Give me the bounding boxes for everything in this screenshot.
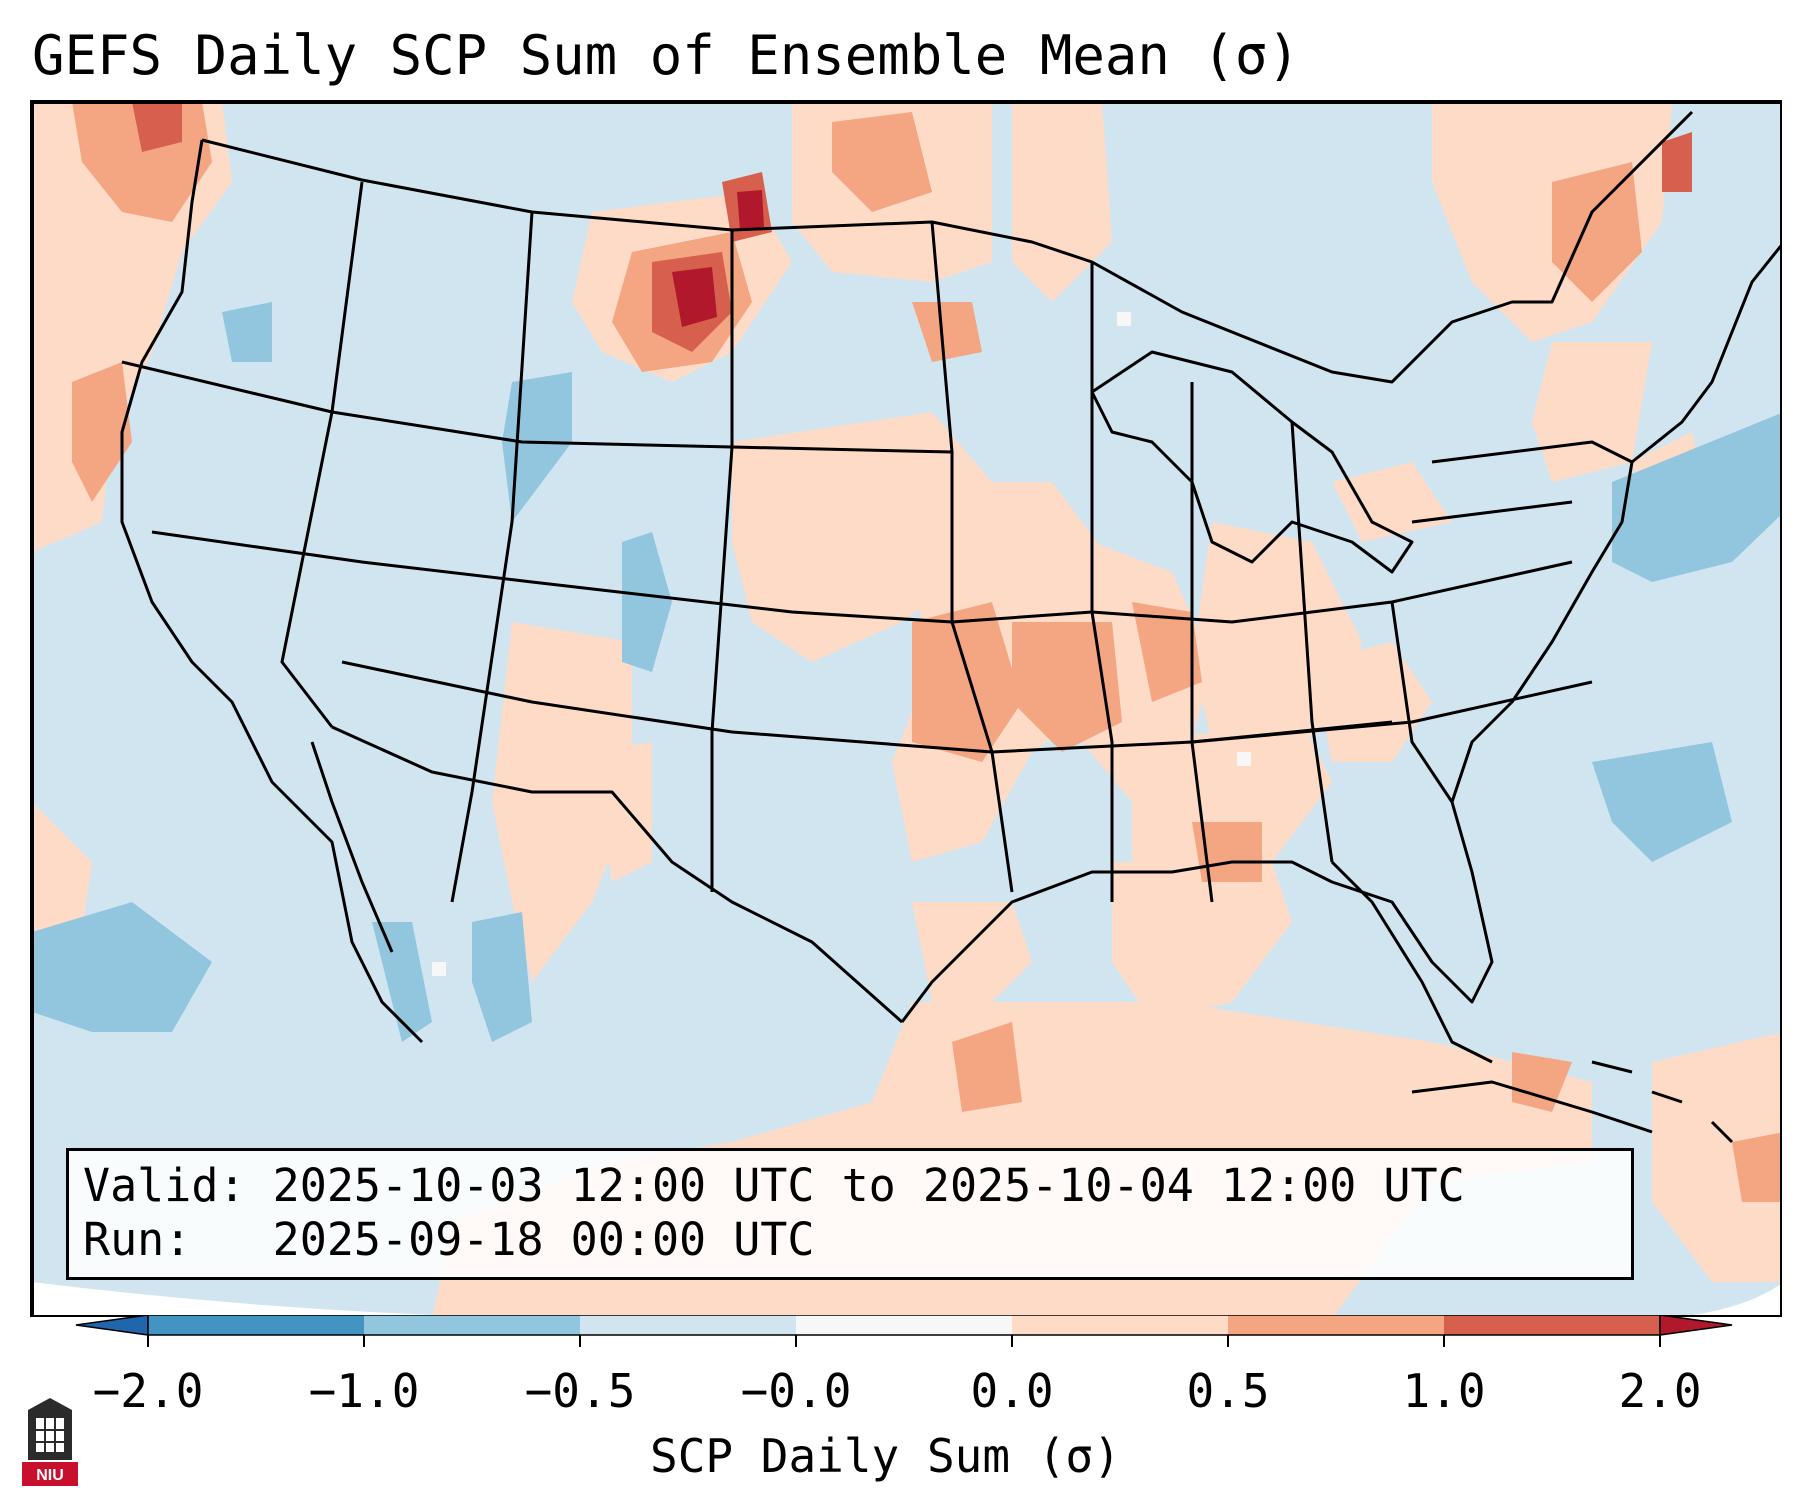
state-line-v4: [930, 221, 1014, 893]
scp-field-map: [32, 102, 1780, 1315]
colorbar-tick-label: −2.0: [92, 1364, 204, 1418]
colorbar-bin: [796, 1315, 1013, 1335]
projection-edge-right: [1692, 1284, 1780, 1315]
colorbar-bins: [75, 1315, 1733, 1336]
state-line-pa: [1411, 500, 1573, 524]
colorbar-bin: [364, 1315, 581, 1335]
colorbar-bin: [75, 1315, 149, 1336]
neutral-cells: [432, 312, 1251, 976]
valid-time-line: Valid: 2025-10-03 12:00 UTC to 2025-10-0…: [83, 1159, 1465, 1212]
coastline-gulf-east: [900, 244, 1780, 1023]
coastline-west: [120, 139, 424, 1044]
logo-text: NIU: [36, 1467, 64, 1484]
great-lakes: [1090, 350, 1414, 574]
projection-edge-left: [32, 1282, 435, 1315]
state-line-v3: [710, 230, 734, 892]
coastline-florida: [1330, 860, 1493, 1064]
colorbar-bin: [1659, 1315, 1733, 1336]
run-time-line: Run: 2025-09-18 00:00 UTC: [83, 1213, 815, 1266]
colorbar-tick-label: 1.0: [1402, 1364, 1486, 1418]
colorbar-label: SCP Daily Sum (σ): [650, 1429, 1121, 1483]
colorbar-bin: [1012, 1315, 1229, 1335]
colorbar-tick-label: 0.0: [970, 1364, 1054, 1418]
state-line-v7: [1290, 421, 1334, 863]
niu-logo: NIU: [22, 1398, 78, 1486]
state-line-east2: [1191, 720, 1393, 744]
positive-anomaly-max: [672, 190, 764, 327]
state-line-east3: [1390, 601, 1454, 803]
islands: [1591, 1060, 1734, 1144]
colorbar-bin: [148, 1315, 365, 1335]
state-line-v5: [1090, 262, 1114, 902]
colorbar-outline: [147, 1315, 1661, 1336]
colorbar-tick-label: −0.0: [740, 1364, 852, 1418]
state-line-ne: [1431, 440, 1633, 464]
colorbar: [75, 1315, 1733, 1347]
state-line-east1: [1091, 560, 1573, 624]
colorbar-bin: [1228, 1315, 1445, 1335]
map-border: [32, 102, 1780, 1315]
state-line-v2: [450, 211, 534, 903]
valid-run-info-box: Valid: 2025-10-03 12:00 UTC to 2025-10-0…: [66, 1148, 1634, 1280]
colorbar-bin: [580, 1315, 797, 1335]
colorbar-tick-label: 2.0: [1618, 1364, 1702, 1418]
colorbar-bin: [1444, 1315, 1661, 1335]
coastline-baja: [310, 741, 394, 953]
colorbar-tick-label: −0.5: [524, 1364, 636, 1418]
state-line-n2: [151, 530, 1093, 624]
negative-anomaly: [32, 302, 1780, 1042]
state-line-v1: [280, 181, 364, 728]
map-panel: [30, 100, 1782, 1317]
border-canada: [201, 110, 1694, 384]
coastline-cuba: [1411, 1080, 1653, 1134]
colorbar-tick-label: 0.5: [1186, 1364, 1270, 1418]
state-line-n1: [121, 360, 953, 454]
border-mexico: [331, 725, 903, 1024]
boundary-lines: [120, 110, 1780, 1144]
map-title: GEFS Daily SCP Sum of Ensemble Mean (σ): [32, 24, 1300, 87]
colorbar-tick-label: −1.0: [308, 1364, 420, 1418]
